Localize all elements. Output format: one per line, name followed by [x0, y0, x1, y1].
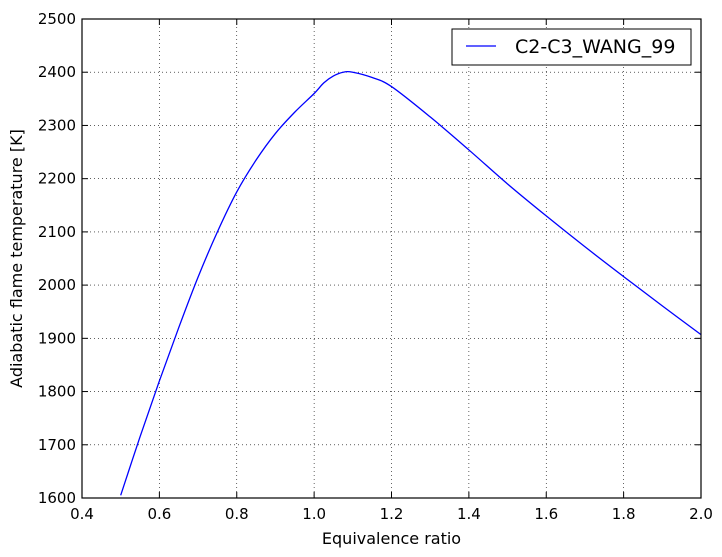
plot-area-frame [81, 18, 702, 499]
x-tick-label: 1.4 [457, 505, 481, 523]
x-tick-label: 1.8 [612, 505, 636, 523]
series-line-0 [120, 71, 702, 496]
y-tick-label: 2200 [38, 170, 76, 188]
ticks: 0.4 0.6 0.8 1.0 1.2 1.4 1.6 1.8 2.0 1600 1700 1800 1… [38, 10, 713, 523]
x-tick-label: 1.6 [534, 505, 558, 523]
legend: C2-C3_WANG_99 [451, 28, 692, 66]
x-axis-label: Equivalence ratio [322, 529, 461, 548]
legend-label: C2-C3_WANG_99 [515, 36, 675, 58]
y-axis-label: Adiabatic flame temperature [K] [7, 129, 26, 388]
y-tick-label: 1600 [38, 489, 76, 507]
series-layer [120, 71, 702, 496]
x-tick-label: 2.0 [689, 505, 713, 523]
y-tick-label: 1800 [38, 383, 76, 401]
y-tick-label: 2500 [38, 10, 76, 28]
x-tick-label: 1.0 [302, 505, 326, 523]
x-tick-label: 1.2 [380, 505, 404, 523]
grid [82, 19, 701, 498]
x-tick-label: 0.8 [225, 505, 249, 523]
x-tick-label: 0.4 [70, 505, 94, 523]
x-tick-label: 0.6 [147, 505, 171, 523]
y-tick-label: 1900 [38, 329, 76, 347]
y-tick-label: 2300 [38, 116, 76, 134]
y-tick-label: 2100 [38, 223, 76, 241]
y-tick-label: 2400 [38, 63, 76, 81]
y-tick-label: 2000 [38, 276, 76, 294]
y-tick-label: 1700 [38, 436, 76, 454]
legend-box [451, 28, 692, 66]
